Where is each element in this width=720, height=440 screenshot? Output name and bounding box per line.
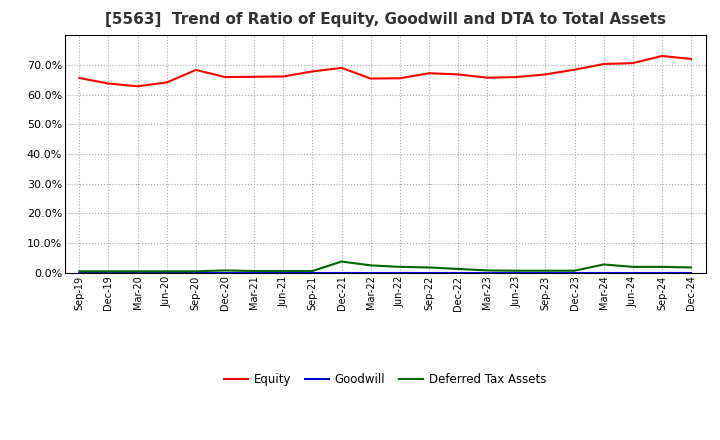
Equity (366, 76, 375, 81)
Goodwill (337, 270, 346, 275)
Deferred Tax Assets (366, 263, 375, 268)
Deferred Tax Assets (629, 264, 637, 269)
Goodwill (599, 270, 608, 275)
Goodwill (629, 270, 637, 275)
Goodwill (687, 270, 696, 275)
Goodwill (366, 270, 375, 275)
Deferred Tax Assets (75, 269, 84, 274)
Goodwill (541, 270, 550, 275)
Goodwill (570, 270, 579, 275)
Equity (250, 74, 258, 79)
Deferred Tax Assets (687, 265, 696, 270)
Deferred Tax Assets (541, 268, 550, 273)
Goodwill (279, 270, 287, 275)
Deferred Tax Assets (250, 268, 258, 274)
Deferred Tax Assets (483, 268, 492, 273)
Deferred Tax Assets (308, 268, 317, 274)
Title: [5563]  Trend of Ratio of Equity, Goodwill and DTA to Total Assets: [5563] Trend of Ratio of Equity, Goodwil… (104, 12, 666, 27)
Equity (75, 75, 84, 81)
Goodwill (512, 270, 521, 275)
Equity (541, 72, 550, 77)
Equity (220, 74, 229, 80)
Equity (512, 74, 521, 80)
Goodwill (133, 270, 142, 275)
Goodwill (395, 270, 404, 275)
Goodwill (192, 270, 200, 275)
Deferred Tax Assets (570, 268, 579, 273)
Goodwill (75, 270, 84, 275)
Equity (454, 72, 462, 77)
Deferred Tax Assets (163, 269, 171, 274)
Deferred Tax Assets (599, 262, 608, 267)
Deferred Tax Assets (192, 269, 200, 274)
Equity (483, 75, 492, 81)
Goodwill (425, 270, 433, 275)
Deferred Tax Assets (220, 268, 229, 273)
Line: Equity: Equity (79, 56, 691, 86)
Equity (279, 74, 287, 79)
Goodwill (220, 270, 229, 275)
Deferred Tax Assets (133, 269, 142, 274)
Equity (395, 76, 404, 81)
Equity (657, 53, 666, 59)
Deferred Tax Assets (454, 266, 462, 271)
Deferred Tax Assets (657, 264, 666, 269)
Deferred Tax Assets (395, 264, 404, 269)
Goodwill (483, 270, 492, 275)
Equity (629, 60, 637, 66)
Equity (687, 56, 696, 62)
Legend: Equity, Goodwill, Deferred Tax Assets: Equity, Goodwill, Deferred Tax Assets (220, 368, 551, 390)
Deferred Tax Assets (425, 265, 433, 270)
Goodwill (250, 270, 258, 275)
Equity (104, 81, 113, 86)
Equity (163, 80, 171, 85)
Equity (337, 65, 346, 70)
Goodwill (163, 270, 171, 275)
Equity (308, 69, 317, 74)
Equity (570, 67, 579, 72)
Equity (133, 84, 142, 89)
Goodwill (657, 270, 666, 275)
Line: Deferred Tax Assets: Deferred Tax Assets (79, 261, 691, 271)
Equity (599, 61, 608, 66)
Goodwill (104, 270, 113, 275)
Deferred Tax Assets (337, 259, 346, 264)
Equity (192, 67, 200, 73)
Equity (425, 70, 433, 76)
Deferred Tax Assets (512, 268, 521, 273)
Deferred Tax Assets (104, 269, 113, 274)
Goodwill (454, 270, 462, 275)
Deferred Tax Assets (279, 268, 287, 274)
Goodwill (308, 270, 317, 275)
